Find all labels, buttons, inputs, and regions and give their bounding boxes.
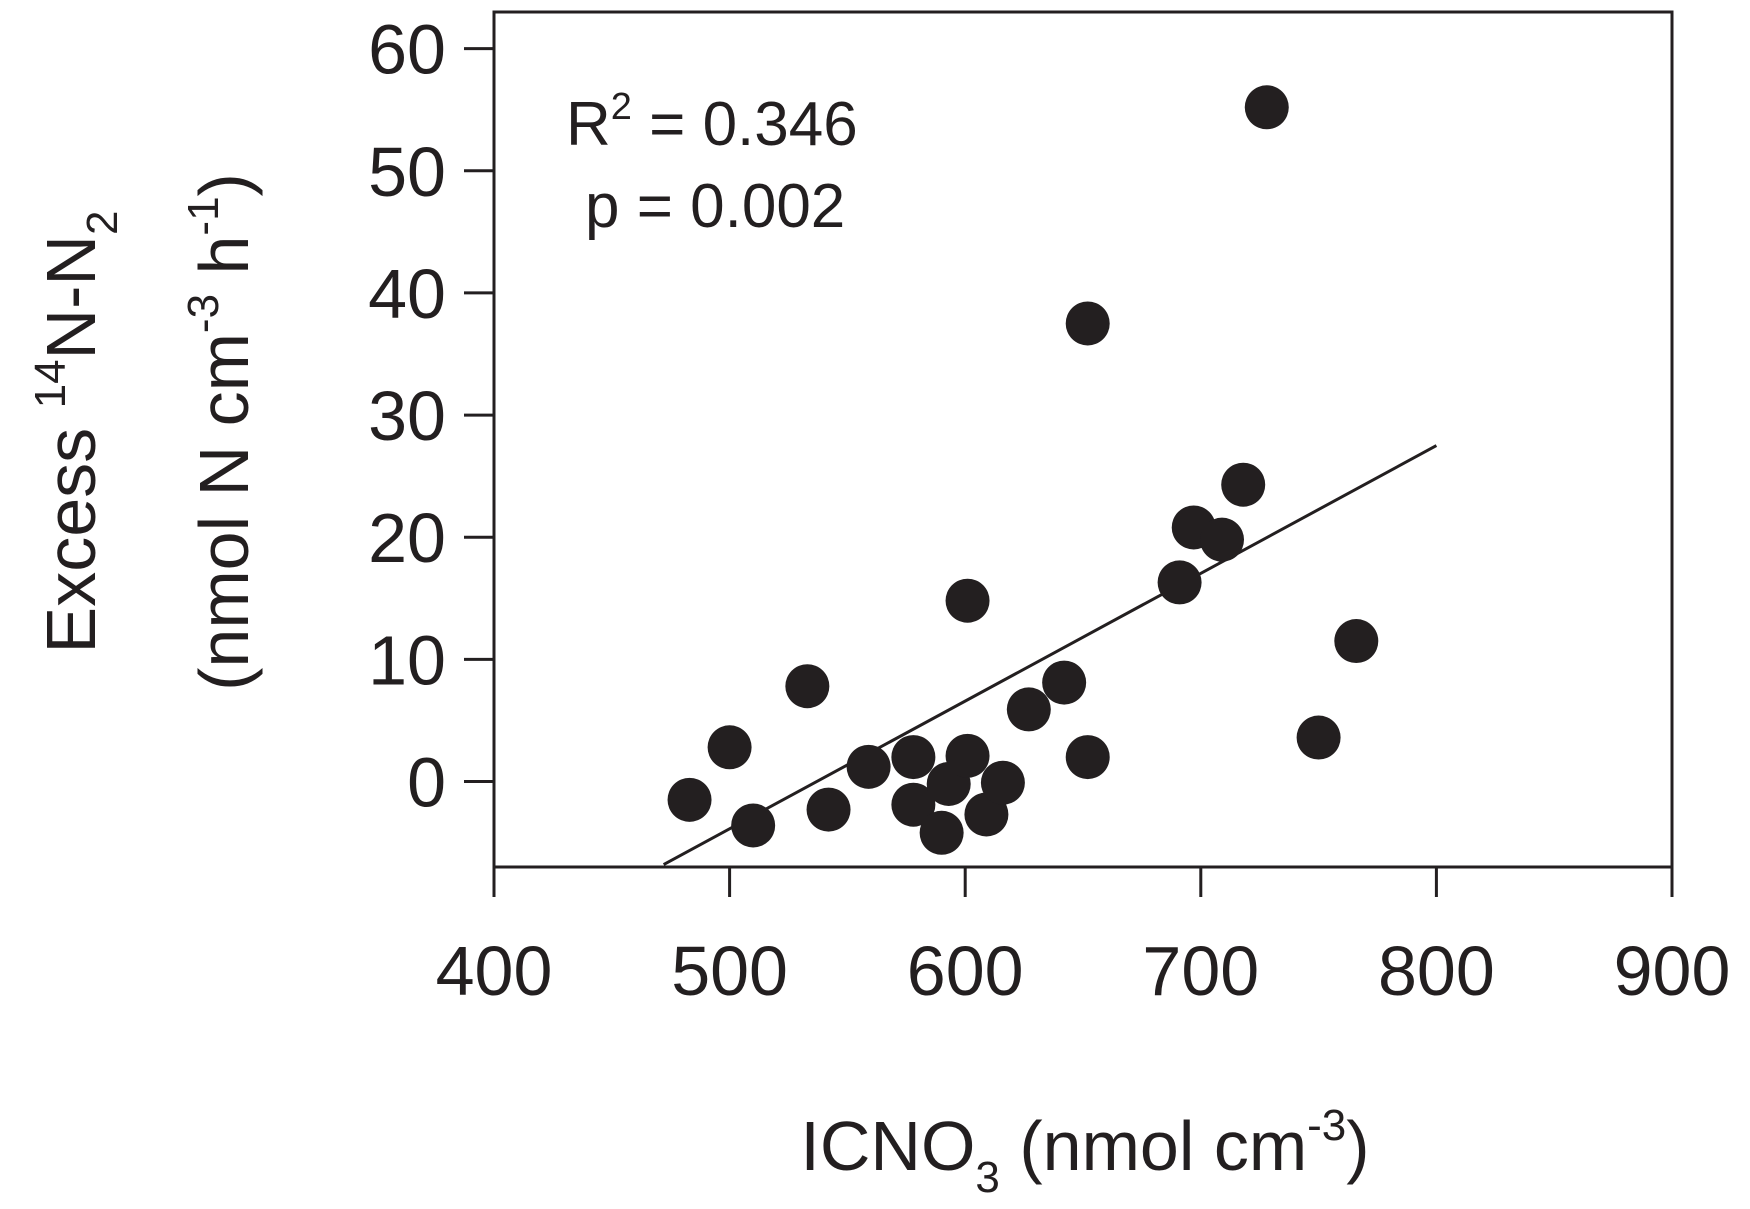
x-tick-label: 900 — [1614, 932, 1731, 1010]
x-axis-ticks: 400 500 600 700 800 900 — [436, 867, 1731, 1010]
regression-line — [662, 444, 1438, 866]
y-axis-ticks: 0 10 20 30 40 50 60 — [368, 11, 494, 822]
data-point — [919, 810, 964, 855]
r2-value: = 0.346 — [632, 90, 858, 159]
data-point — [1200, 517, 1245, 562]
y-tick-label: 0 — [407, 744, 446, 822]
x-label-units-close: ) — [1346, 1107, 1369, 1185]
y-label-units-superscript-2: -1 — [179, 196, 228, 235]
data-point — [785, 664, 830, 709]
data-point — [1221, 462, 1266, 507]
data-point — [1244, 85, 1289, 130]
y-label-species: N-N — [32, 235, 110, 359]
y-axis-label-line2: (nmol N cm-3 h-1) — [179, 173, 263, 691]
data-point — [1042, 660, 1087, 705]
y-tick-label: 40 — [368, 255, 446, 333]
x-label-main: ICNO — [800, 1107, 975, 1185]
data-point — [891, 782, 936, 827]
x-axis-label: ICNO3 (nmol cm-3) — [800, 1101, 1369, 1202]
r-squared-annotation: R2 = 0.346 — [566, 86, 858, 159]
plot-frame — [492, 10, 1674, 869]
y-tick-label: 20 — [368, 499, 446, 577]
y-label-units-mid: h — [185, 236, 263, 294]
y-label-prefix: Excess — [32, 408, 110, 653]
data-point — [945, 578, 990, 623]
x-tick-label: 500 — [671, 932, 788, 1010]
y-axis-label-line1: Excess 14N-N2 — [26, 211, 127, 654]
data-point — [1065, 735, 1110, 780]
data-point — [1296, 715, 1341, 760]
data-point — [1006, 687, 1051, 732]
data-point — [891, 735, 936, 780]
y-label-isotope-superscript: 14 — [26, 359, 75, 408]
x-tick-label: 400 — [436, 932, 553, 1010]
y-tick-label: 10 — [368, 621, 446, 699]
data-point — [1157, 560, 1202, 605]
y-tick-label: 30 — [368, 377, 446, 455]
y-label-units-close: ) — [185, 173, 263, 196]
data-point — [731, 803, 776, 848]
y-label-subscript: 2 — [78, 211, 127, 235]
data-point — [945, 733, 990, 778]
x-label-subscript: 3 — [975, 1153, 999, 1202]
r2-superscript: 2 — [611, 86, 632, 128]
y-tick-label: 60 — [368, 11, 446, 89]
data-point — [980, 760, 1025, 805]
y-label-units-superscript-1: -3 — [179, 294, 228, 333]
y-label-units-open: (nmol N cm — [185, 333, 263, 691]
r2-prefix: R — [566, 90, 611, 159]
x-label-units-superscript: -3 — [1307, 1101, 1346, 1150]
data-point — [707, 725, 752, 770]
x-tick-label: 700 — [1142, 932, 1259, 1010]
x-tick-label: 800 — [1378, 932, 1495, 1010]
data-point — [1334, 619, 1379, 664]
x-label-units: (nmol cm — [1000, 1107, 1307, 1185]
x-tick-label: 600 — [907, 932, 1024, 1010]
data-point — [806, 787, 851, 832]
p-value-annotation: p = 0.002 — [585, 172, 845, 241]
data-point — [846, 744, 891, 789]
data-points — [667, 85, 1379, 855]
y-tick-label: 50 — [368, 133, 446, 211]
data-point — [1065, 301, 1110, 346]
data-point — [667, 777, 712, 822]
